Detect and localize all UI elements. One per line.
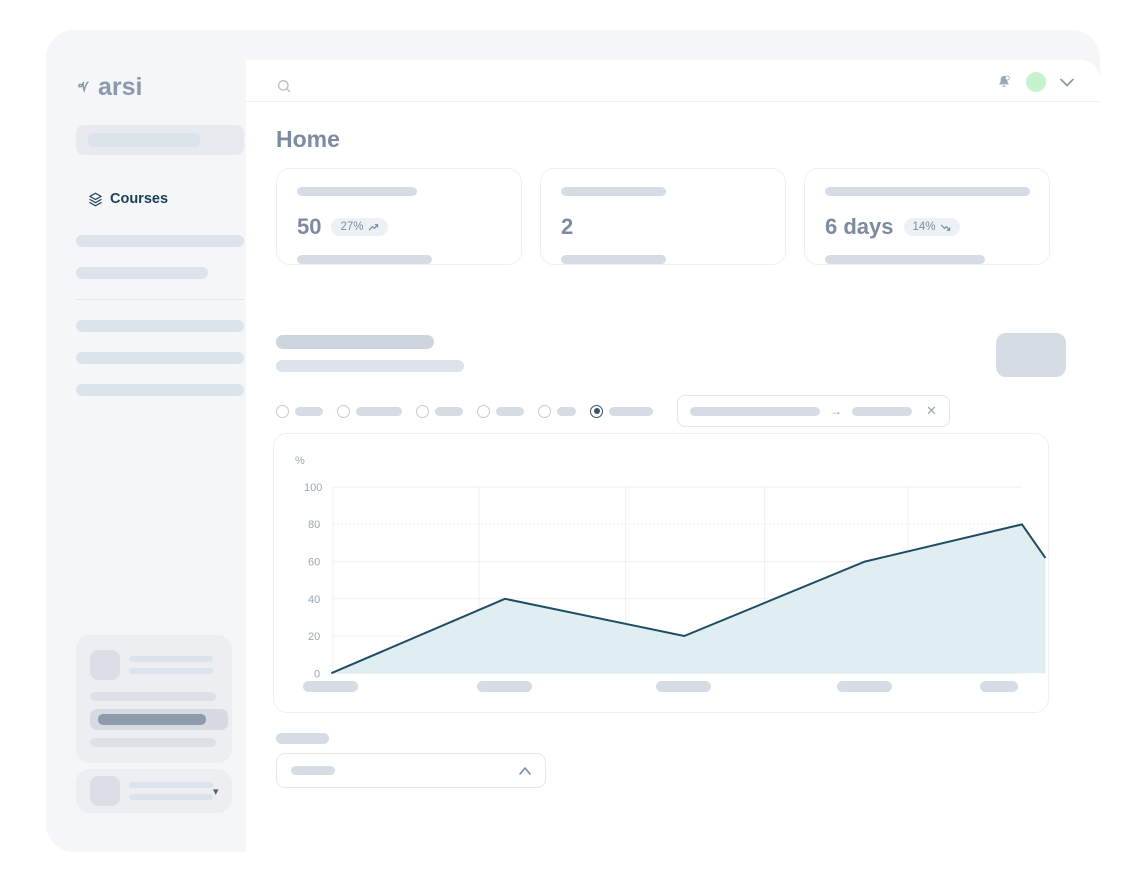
svg-text:40: 40 (308, 594, 320, 606)
svg-text:20: 20 (308, 631, 320, 643)
svg-text:60: 60 (308, 557, 320, 569)
svg-text:0: 0 (314, 668, 320, 680)
svg-text:%: % (295, 455, 305, 467)
svg-text:80: 80 (308, 519, 320, 531)
svg-text:100: 100 (304, 482, 322, 494)
